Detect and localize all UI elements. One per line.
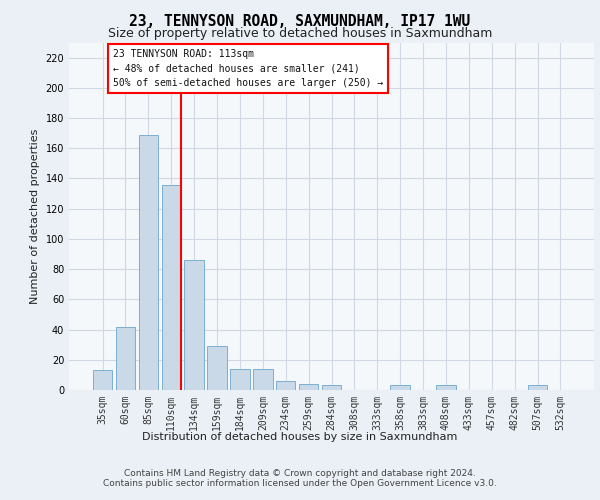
- Bar: [299, 384, 319, 390]
- Bar: [184, 260, 204, 390]
- Text: 23 TENNYSON ROAD: 113sqm
← 48% of detached houses are smaller (241)
50% of semi-: 23 TENNYSON ROAD: 113sqm ← 48% of detach…: [113, 48, 383, 88]
- Text: Size of property relative to detached houses in Saxmundham: Size of property relative to detached ho…: [108, 28, 492, 40]
- Bar: [528, 386, 547, 390]
- Bar: [436, 386, 455, 390]
- Bar: [93, 370, 112, 390]
- Bar: [276, 381, 295, 390]
- Bar: [230, 369, 250, 390]
- Bar: [208, 346, 227, 390]
- Bar: [391, 386, 410, 390]
- Y-axis label: Number of detached properties: Number of detached properties: [30, 128, 40, 304]
- Text: 23, TENNYSON ROAD, SAXMUNDHAM, IP17 1WU: 23, TENNYSON ROAD, SAXMUNDHAM, IP17 1WU: [130, 14, 470, 29]
- Bar: [253, 369, 272, 390]
- Text: Contains public sector information licensed under the Open Government Licence v3: Contains public sector information licen…: [103, 478, 497, 488]
- Text: Contains HM Land Registry data © Crown copyright and database right 2024.: Contains HM Land Registry data © Crown c…: [124, 468, 476, 477]
- Bar: [139, 134, 158, 390]
- Text: Distribution of detached houses by size in Saxmundham: Distribution of detached houses by size …: [142, 432, 458, 442]
- Bar: [161, 184, 181, 390]
- Bar: [116, 326, 135, 390]
- Bar: [322, 386, 341, 390]
